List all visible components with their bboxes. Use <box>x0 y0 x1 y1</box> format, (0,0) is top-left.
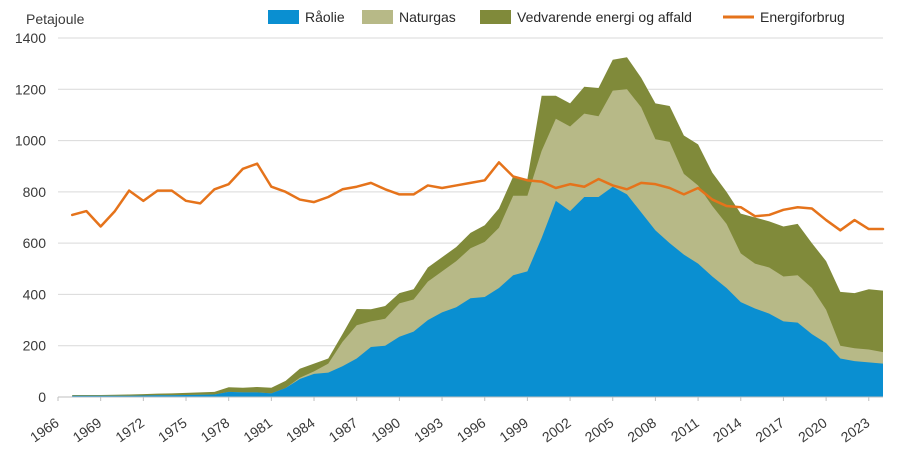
y-tick-label: 1200 <box>15 81 46 97</box>
x-tick-label: 1972 <box>112 414 147 445</box>
x-tick-label: 2014 <box>710 414 745 445</box>
line-energiforbrug <box>70 161 885 232</box>
x-tick-label: 2011 <box>668 414 702 444</box>
x-tick-label: 1984 <box>283 414 318 445</box>
x-tick-label: 1978 <box>198 414 233 445</box>
area-r-olie <box>72 186 884 397</box>
legend-swatch-r-olie <box>268 10 299 24</box>
y-tick-label: 600 <box>23 235 47 251</box>
x-tick-label: 2002 <box>539 414 574 445</box>
y-tick-label: 1400 <box>15 30 46 46</box>
x-tick-label: 2008 <box>624 414 659 445</box>
x-tick-label: 2020 <box>795 414 830 445</box>
x-tick-label: 2017 <box>752 414 787 445</box>
x-tick-label: 1999 <box>496 414 531 445</box>
legend-label-vedvarende-energi-og-affald: Vedvarende energi og affald <box>517 9 692 25</box>
x-tick-label: 1996 <box>454 414 489 445</box>
y-tick-label: 1000 <box>15 133 46 149</box>
y-tick-label: 400 <box>23 286 47 302</box>
y-tick-label: 0 <box>38 389 46 405</box>
x-tick-label: 1966 <box>27 414 62 445</box>
x-tick-label: 1975 <box>155 414 190 445</box>
legend-swatch-naturgas <box>362 10 393 24</box>
x-tick-label: 1990 <box>368 414 403 445</box>
x-tick-label: 1993 <box>411 414 446 445</box>
legend-swatch-vedvarende-energi-og-affald <box>480 10 511 24</box>
x-tick-label: 2023 <box>838 414 873 445</box>
x-tick-label: 1987 <box>326 414 361 445</box>
line-series <box>70 161 885 232</box>
legend-label-naturgas: Naturgas <box>399 9 456 25</box>
x-tick-label: 1969 <box>70 414 105 445</box>
area-series <box>72 57 884 397</box>
legend: Råolie Naturgas Vedvarende energi og affal… <box>268 9 845 25</box>
y-axis-unit-label: Petajoule <box>26 11 85 27</box>
legend-label-r-olie: Råolie <box>305 9 345 25</box>
y-tick-label: 200 <box>23 338 47 354</box>
legend-label-energiforbrug: Energiforbrug <box>760 9 845 25</box>
y-tick-label: 800 <box>23 184 47 200</box>
x-tick-label: 2005 <box>582 414 617 445</box>
x-tick-label: 1981 <box>240 414 275 445</box>
